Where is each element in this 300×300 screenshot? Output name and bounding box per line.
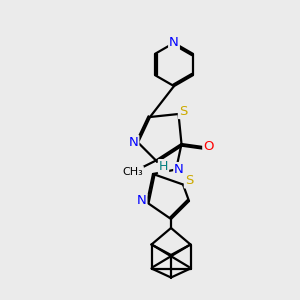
Text: S: S — [185, 174, 193, 188]
Text: S: S — [179, 105, 187, 118]
Text: N: N — [129, 136, 138, 149]
Text: O: O — [203, 140, 214, 154]
Text: N: N — [174, 163, 184, 176]
Text: N: N — [169, 36, 179, 50]
Text: H: H — [159, 160, 168, 173]
Text: CH₃: CH₃ — [122, 167, 143, 177]
Text: N: N — [137, 194, 146, 208]
